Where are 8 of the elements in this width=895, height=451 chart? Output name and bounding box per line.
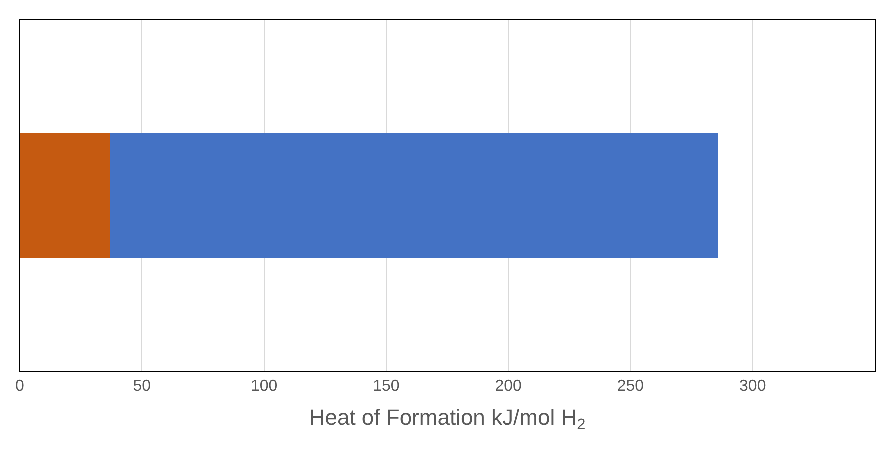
x-tick-label: 100: [250, 378, 278, 396]
x-tick-label: 150: [373, 378, 400, 396]
x-axis-title: Heat of Formation kJ/mol H$_{2}$: [309, 405, 586, 434]
x-tick-label: 300: [740, 378, 766, 396]
x-tick-label: 250: [617, 378, 644, 396]
x-tick-label: 0: [16, 378, 25, 396]
x-tick-label: 50: [133, 378, 152, 396]
x-tick-label: 200: [495, 378, 522, 396]
